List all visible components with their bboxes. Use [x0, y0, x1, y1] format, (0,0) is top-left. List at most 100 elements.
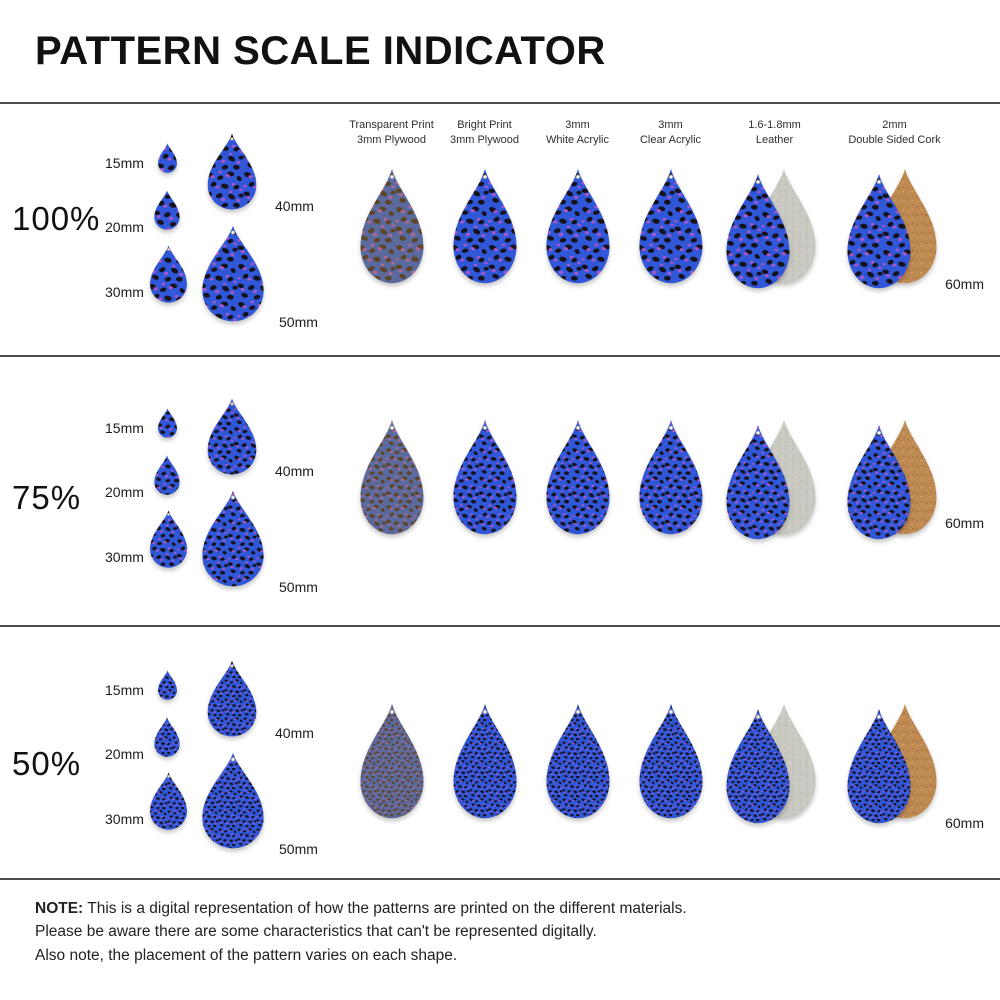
teardrop-stack-double-sided-cork [832, 168, 957, 294]
material-cell-leather [717, 419, 832, 545]
teardrop-30mm-graphic [150, 510, 187, 568]
scale-rows: 100% 15mm 20mm 30mm 40mm 50mm Transparent Prin… [0, 104, 1000, 880]
material-cell-bright-print-plywood: Bright Print 3mm Plywood [438, 118, 531, 294]
size-chart-100: 15mm 20mm 30mm 40mm 50mm [95, 133, 345, 351]
scale-row-75: 75% 15mm 20mm 30mm 40mm 50mm 60mm [0, 357, 1000, 627]
teardrop-30mm-graphic [150, 772, 187, 830]
size-teardrop-50mm [199, 490, 267, 592]
page-title: PATTERN SCALE INDICATOR [35, 28, 606, 73]
teardrop-stack-bright-print-plywood [438, 419, 531, 545]
size-teardrop-50mm [199, 225, 267, 327]
material-cell-bright-print-plywood [438, 419, 531, 545]
material-header-double-sided-cork: 2mm Double Sided Cork [848, 119, 941, 146]
size-label-30mm: 30mm [105, 549, 144, 565]
size-label-50mm: 50mm [279, 314, 318, 330]
teardrop-stack-transparent-print-plywood [345, 703, 438, 829]
teardrop-stack-bright-print-plywood [438, 168, 531, 294]
front-layer [723, 708, 793, 829]
teardrop-60mm-double-sided-cork [847, 424, 911, 540]
size-chart-50: 15mm 20mm 30mm 40mm 50mm [95, 660, 345, 878]
teardrop-60mm-leather [726, 708, 790, 824]
teardrop-stack-clear-acrylic [624, 703, 717, 829]
materials-strip [345, 357, 957, 625]
teardrop-40mm-graphic [207, 398, 257, 475]
size-teardrop-15mm [157, 670, 178, 705]
size-label-50mm: 50mm [279, 579, 318, 595]
material-header-bright-print-plywood: Bright Print 3mm Plywood [449, 119, 520, 146]
teardrop-40mm-graphic [207, 660, 257, 737]
material-cell-double-sided-cork: 2mm Double Sided Cork [832, 118, 957, 294]
teardrop-30mm-graphic [150, 245, 187, 303]
size-teardrop-20mm [153, 190, 181, 235]
size-chart-75: 15mm 20mm 30mm 40mm 50mm [95, 398, 345, 616]
material-cell-double-sided-cork [832, 419, 957, 545]
size-label-15mm: 15mm [105, 420, 144, 436]
note-section: NOTE: This is a digital representation o… [0, 880, 1000, 967]
teardrop-stack-transparent-print-plywood [345, 419, 438, 545]
teardrop-60mm-leather [726, 173, 790, 289]
note-prefix: NOTE: [35, 900, 84, 917]
teardrop-stack-double-sided-cork [832, 419, 957, 545]
teardrop-60mm-bright-print-plywood [453, 168, 516, 284]
teardrop-60mm-clear-acrylic [639, 168, 702, 284]
size-teardrop-20mm [153, 455, 181, 500]
size-label-40mm: 40mm [275, 463, 314, 479]
size-label-40mm: 40mm [275, 198, 314, 214]
size-teardrop-15mm [157, 408, 178, 443]
material-cell-double-sided-cork [832, 703, 957, 829]
material-cell-clear-acrylic: 3mm Clear Acrylic [624, 118, 717, 294]
material-header-white-acrylic: 3mm White Acrylic [546, 119, 609, 146]
title-bar: PATTERN SCALE INDICATOR [0, 0, 1000, 104]
scale-label-75: 75% [12, 479, 82, 516]
size-label-30mm: 30mm [105, 284, 144, 300]
material-cell-white-acrylic: 3mm White Acrylic [531, 118, 624, 294]
size-label-40mm: 40mm [275, 725, 314, 741]
teardrop-50mm-graphic [202, 225, 264, 322]
teardrop-stack-clear-acrylic [624, 419, 717, 545]
size-teardrop-30mm [148, 510, 189, 573]
front-layer [723, 173, 793, 294]
front-layer [844, 708, 914, 829]
size-teardrop-30mm [148, 772, 189, 835]
teardrop-stack-leather [717, 419, 832, 545]
teardrop-60mm-white-acrylic [546, 419, 609, 535]
front-layer [844, 424, 914, 545]
scale-row-100: 100% 15mm 20mm 30mm 40mm 50mm Transparent Prin… [0, 104, 1000, 357]
teardrop-stack-white-acrylic [531, 168, 624, 294]
material-cell-transparent-print-plywood: Transparent Print 3mm Plywood [345, 118, 438, 294]
teardrop-60mm-white-acrylic [546, 703, 609, 819]
teardrop-stack-leather [717, 703, 832, 829]
size-label-60mm: 60mm [945, 815, 984, 831]
size-label-20mm: 20mm [105, 484, 144, 500]
material-cell-transparent-print-plywood [345, 703, 438, 829]
teardrop-stack-double-sided-cork [832, 703, 957, 829]
size-label-30mm: 30mm [105, 811, 144, 827]
teardrop-60mm-clear-acrylic [639, 419, 702, 535]
material-cell-leather: 1.6-1.8mm Leather [717, 118, 832, 294]
material-cell-white-acrylic [531, 419, 624, 545]
teardrop-stack-white-acrylic [531, 703, 624, 829]
teardrop-15mm-graphic [158, 408, 177, 438]
note-line-1: NOTE: This is a digital representation o… [35, 900, 687, 917]
material-cell-bright-print-plywood [438, 703, 531, 829]
scale-row-50: 50% 15mm 20mm 30mm 40mm 50mm 60mm [0, 627, 1000, 880]
material-cell-white-acrylic [531, 703, 624, 829]
size-teardrop-40mm [205, 133, 259, 215]
teardrop-15mm-graphic [158, 143, 177, 173]
size-teardrop-40mm [205, 660, 259, 742]
teardrop-50mm-graphic [202, 490, 264, 587]
size-teardrop-15mm [157, 143, 178, 178]
size-teardrop-50mm [199, 752, 267, 854]
teardrop-stack-leather [717, 168, 832, 294]
teardrop-stack-bright-print-plywood [438, 703, 531, 829]
teardrop-20mm-graphic [154, 717, 180, 757]
material-cell-clear-acrylic [624, 419, 717, 545]
size-label-60mm: 60mm [945, 515, 984, 531]
teardrop-20mm-graphic [154, 190, 180, 230]
teardrop-stack-white-acrylic [531, 419, 624, 545]
size-label-60mm: 60mm [945, 276, 984, 292]
teardrop-60mm-bright-print-plywood [453, 419, 516, 535]
teardrop-stack-transparent-print-plywood [345, 168, 438, 294]
size-teardrop-30mm [148, 245, 189, 308]
size-teardrop-40mm [205, 398, 259, 480]
